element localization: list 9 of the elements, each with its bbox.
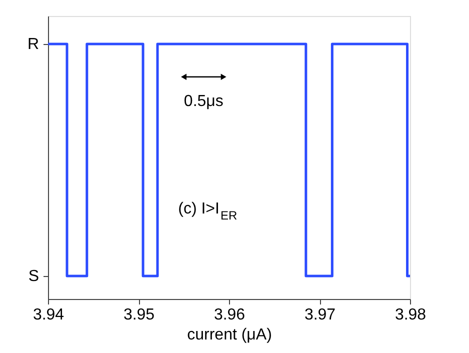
text: S [28, 268, 39, 286]
x-tick-label: 3.96 [214, 306, 246, 324]
text: R [27, 36, 39, 54]
x-tick-label: 3.98 [394, 306, 426, 324]
x-tick-label: 3.95 [123, 306, 155, 324]
annotation: 0.5μs [184, 92, 224, 110]
x-tick-label: 3.94 [32, 306, 64, 324]
x-tick-label: 3.97 [304, 306, 336, 324]
x-axis-title: current (μA) [187, 326, 272, 344]
